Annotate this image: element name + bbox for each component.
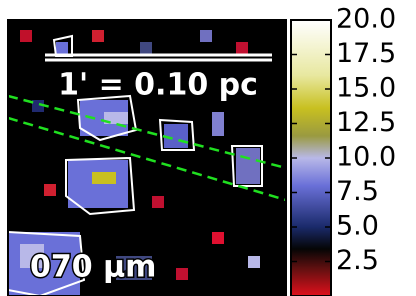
- colorbar-tick-label: 15.0: [336, 73, 396, 104]
- colorbar-tick-label: 5.0: [336, 211, 379, 242]
- colorbar-tick-label: 10.0: [336, 142, 396, 173]
- band-label: 070 μm: [30, 250, 156, 285]
- colorbar-tick-label: 7.5: [336, 176, 379, 207]
- scale-label: 1' = 0.10 pc: [58, 68, 258, 103]
- colorbar-tick-label: 20.0: [336, 4, 396, 35]
- colorbar-tick-label: 17.5: [336, 38, 396, 69]
- figure: 1' = 0.10 pc 070 μm 2.55.0 7.510.0 12.515.…: [0, 0, 416, 296]
- colorbar-tick-label: 2.5: [336, 245, 379, 276]
- colorbar-tick-label: 12.5: [336, 107, 396, 138]
